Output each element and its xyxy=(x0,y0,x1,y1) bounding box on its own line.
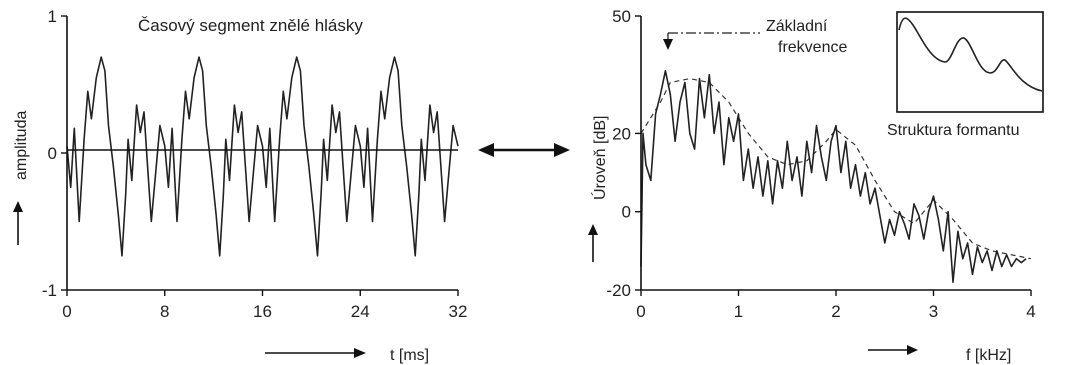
formant-inset: Struktura formantu xyxy=(887,11,1044,139)
spectrum-line xyxy=(640,70,1027,284)
chart-title-time: Časový segment znělé hlásky xyxy=(138,16,363,35)
x-tick-label: 4 xyxy=(1026,302,1035,321)
inset-label: Struktura formantu xyxy=(887,122,1020,139)
y-tick-label: 0 xyxy=(622,203,631,222)
annotation-fundamental-line1: Základní xyxy=(766,18,828,35)
x-tick-label: 16 xyxy=(253,302,272,321)
spectrum-series xyxy=(640,70,1027,284)
y-tick-label: -1 xyxy=(42,281,57,300)
right-ticks: 0 1 2 3 4 50 20 0 -20 xyxy=(606,7,1035,321)
y-tick-label: 0 xyxy=(48,144,57,163)
x-tick-label: 0 xyxy=(636,302,645,321)
y-tick-label: -20 xyxy=(606,281,631,300)
x-tick-label: 0 xyxy=(62,302,71,321)
x-axis-label-time: t [ms] xyxy=(390,347,429,364)
x-tick-label: 2 xyxy=(831,302,840,321)
y-tick-label: 50 xyxy=(612,7,631,26)
x-tick-label: 1 xyxy=(734,302,743,321)
right-arrow-icon xyxy=(868,345,918,355)
spectrum-chart: 0 1 2 3 4 50 20 0 -20 Úroveň [dB] f [kHz] Základ… xyxy=(588,7,1044,364)
x-tick-label: 24 xyxy=(351,302,370,321)
waveform-line xyxy=(66,56,459,257)
y-tick-label: 1 xyxy=(48,7,57,26)
annotation-fundamental-line2: frekvence xyxy=(778,39,847,56)
waveform-series xyxy=(66,56,459,257)
left-ticks: 0 8 16 24 32 1 0 -1 xyxy=(42,7,468,321)
up-arrow-icon xyxy=(13,201,23,245)
x-tick-label: 3 xyxy=(929,302,938,321)
right-arrow-icon xyxy=(265,348,366,358)
up-arrow-icon xyxy=(588,224,598,262)
y-axis-label-level: Úroveň [dB] xyxy=(590,116,609,200)
x-tick-label: 8 xyxy=(160,302,169,321)
y-tick-label: 20 xyxy=(612,124,631,143)
x-axis-label-freq: f [kHz] xyxy=(966,347,1011,364)
annotation-leader xyxy=(663,32,760,50)
time-domain-chart: Časový segment znělé hlásky 0 8 16 24 32 1 0 -1… xyxy=(13,7,467,364)
x-tick-label: 32 xyxy=(449,302,468,321)
double-arrow-icon xyxy=(478,143,570,157)
y-axis-label-time: amplituda xyxy=(13,111,30,180)
